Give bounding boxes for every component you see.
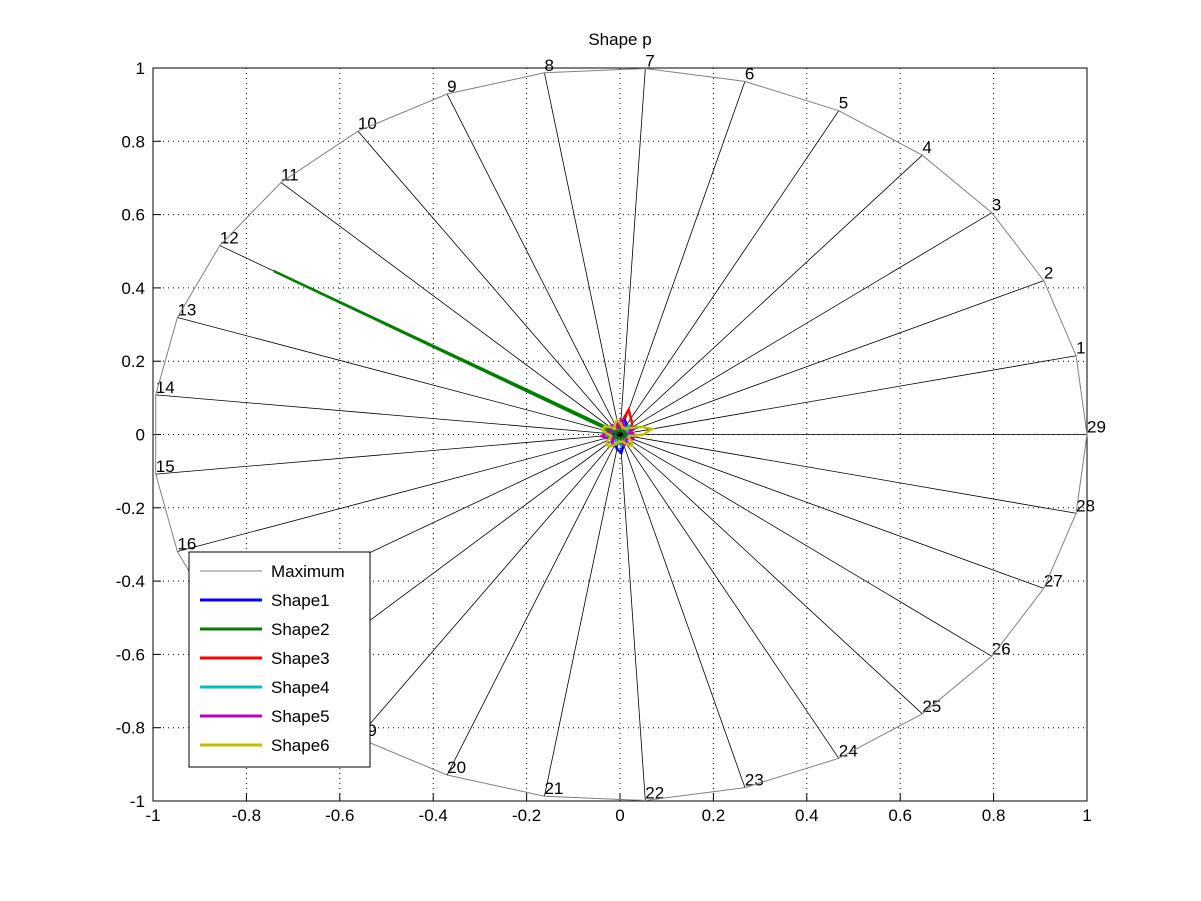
x-tick-label: 0: [615, 806, 624, 825]
spoke: [619, 355, 1077, 435]
spoke: [619, 434, 646, 801]
chart-title: Shape p: [588, 30, 651, 49]
spoke-label: 14: [156, 378, 175, 397]
y-tick-label: -0.8: [116, 719, 145, 738]
spoke-label: 4: [922, 138, 931, 157]
spoke-label: 15: [156, 457, 175, 476]
spoke: [155, 434, 621, 475]
legend-label: Shape5: [271, 707, 330, 726]
x-tick-label: -0.8: [232, 806, 261, 825]
spoke-label: 23: [745, 771, 764, 790]
y-tick-label: -0.2: [116, 499, 145, 518]
legend-label: Maximum: [271, 562, 345, 581]
y-tick-label: -0.4: [116, 572, 145, 591]
spoke: [619, 81, 746, 435]
spoke-label: 20: [447, 758, 466, 777]
legend-label: Shape6: [271, 736, 330, 755]
x-tick-label: 0.8: [982, 806, 1006, 825]
spoke-label: 16: [177, 535, 196, 554]
legend: Maximum Shape1 Shape2 Shape3 Shape4 Shape5 Sha…: [188, 551, 371, 768]
y-tick-label: 0: [136, 426, 145, 445]
spoke: [357, 434, 621, 739]
spoke: [446, 93, 621, 435]
x-tick-label: -0.4: [419, 806, 448, 825]
x-tick-label: 0.6: [888, 806, 912, 825]
y-tick-label: -1: [130, 792, 145, 811]
x-tick-label: 0.4: [795, 806, 819, 825]
spoke-label: 3: [992, 196, 1001, 215]
x-tick-label: 0.2: [702, 806, 726, 825]
spoke: [619, 154, 923, 435]
y-tick-label: 0.2: [121, 352, 145, 371]
spoke: [619, 280, 1044, 435]
spoke: [619, 68, 646, 435]
spoke-label: 1: [1076, 339, 1085, 358]
spoke: [446, 434, 621, 776]
shape-line: [600, 417, 656, 448]
spoke-label: 12: [220, 229, 239, 248]
spoke: [619, 434, 1044, 589]
x-tick-label: 1: [1082, 806, 1091, 825]
legend-label: Shape4: [271, 678, 330, 697]
spoke: [619, 434, 1077, 514]
spoke-label: 11: [281, 165, 299, 184]
spoke: [280, 182, 621, 435]
spoke-label: 10: [358, 114, 377, 133]
y-tick-label: 1: [136, 59, 145, 78]
x-tick-label: -0.2: [512, 806, 541, 825]
spoke: [619, 212, 992, 435]
spoke-label: 5: [839, 94, 848, 113]
shape-line: [598, 417, 636, 447]
spoke-label: 7: [645, 52, 654, 71]
spoke: [155, 394, 621, 435]
spoke-label: 21: [544, 779, 563, 798]
spoke: [619, 434, 746, 788]
y-tick-label: -0.6: [116, 645, 145, 664]
legend-label: Shape1: [271, 591, 330, 610]
legend-label: Shape2: [271, 620, 330, 639]
y-tick-label: 0.4: [121, 279, 145, 298]
spoke-label: 8: [544, 56, 553, 75]
spoke: [544, 434, 621, 797]
spoke-label: 6: [745, 64, 754, 83]
y-tick-label: 0.6: [121, 206, 145, 225]
spoke: [619, 434, 840, 759]
spoke-label: 26: [992, 639, 1011, 658]
spoke: [357, 130, 621, 435]
spoke-label: 29: [1087, 418, 1106, 437]
maximum-line: [155, 67, 1088, 802]
y-tick-label: 0.8: [121, 132, 145, 151]
spoke: [544, 72, 621, 435]
x-tick-label: -0.6: [325, 806, 354, 825]
spoke: [619, 434, 923, 715]
x-tick-label: -1: [145, 806, 160, 825]
spoke-label: 13: [177, 300, 196, 319]
spoke: [619, 434, 992, 657]
spoke-label: 22: [645, 783, 664, 802]
spoke-label: 2: [1044, 264, 1053, 283]
spoke: [177, 317, 621, 435]
spoke-label: 28: [1076, 496, 1095, 515]
legend-label: Shape3: [271, 649, 330, 668]
spoke-label: 9: [447, 77, 456, 96]
spoke: [177, 434, 621, 552]
spoke: [619, 110, 840, 435]
shape-line: [273, 269, 626, 440]
spoke-label: 24: [839, 741, 858, 760]
